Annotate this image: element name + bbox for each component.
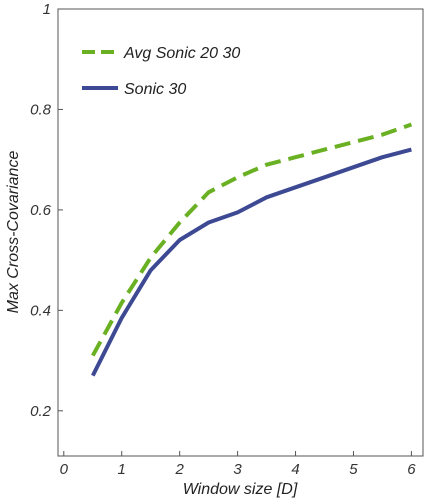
series-line-0: [91, 122, 413, 357]
x-tick-label: 5: [349, 461, 358, 478]
y-axis-title: Max Cross-Covariance: [5, 151, 22, 314]
y-tick-label: 0.6: [30, 202, 52, 219]
series-line-1: [91, 147, 412, 377]
series-lines: [91, 122, 413, 377]
x-tick-label: 4: [291, 461, 299, 478]
x-tick-label: 6: [407, 461, 416, 478]
x-tick-label: 1: [118, 461, 126, 478]
x-tick-label: 0: [60, 461, 69, 478]
plot-frame: [57, 8, 424, 457]
y-tick-label: 1: [43, 1, 51, 18]
legend: Avg Sonic 20 30 Sonic 30: [82, 45, 240, 98]
legend-label-0: Avg Sonic 20 30: [123, 45, 240, 62]
y-tick-label: 0.2: [30, 403, 52, 420]
x-tick-label: 2: [174, 461, 184, 478]
axis-ticks: 0 1 2 3 4 5 6 0.2 0.4 0.6 0.8 1: [30, 1, 416, 478]
legend-label-1: Sonic 30: [124, 81, 186, 98]
x-axis-title: Window size [D]: [183, 481, 298, 498]
y-tick-label: 0.4: [30, 302, 51, 319]
y-tick-label: 0.8: [30, 101, 52, 118]
x-tick-label: 3: [233, 461, 242, 478]
